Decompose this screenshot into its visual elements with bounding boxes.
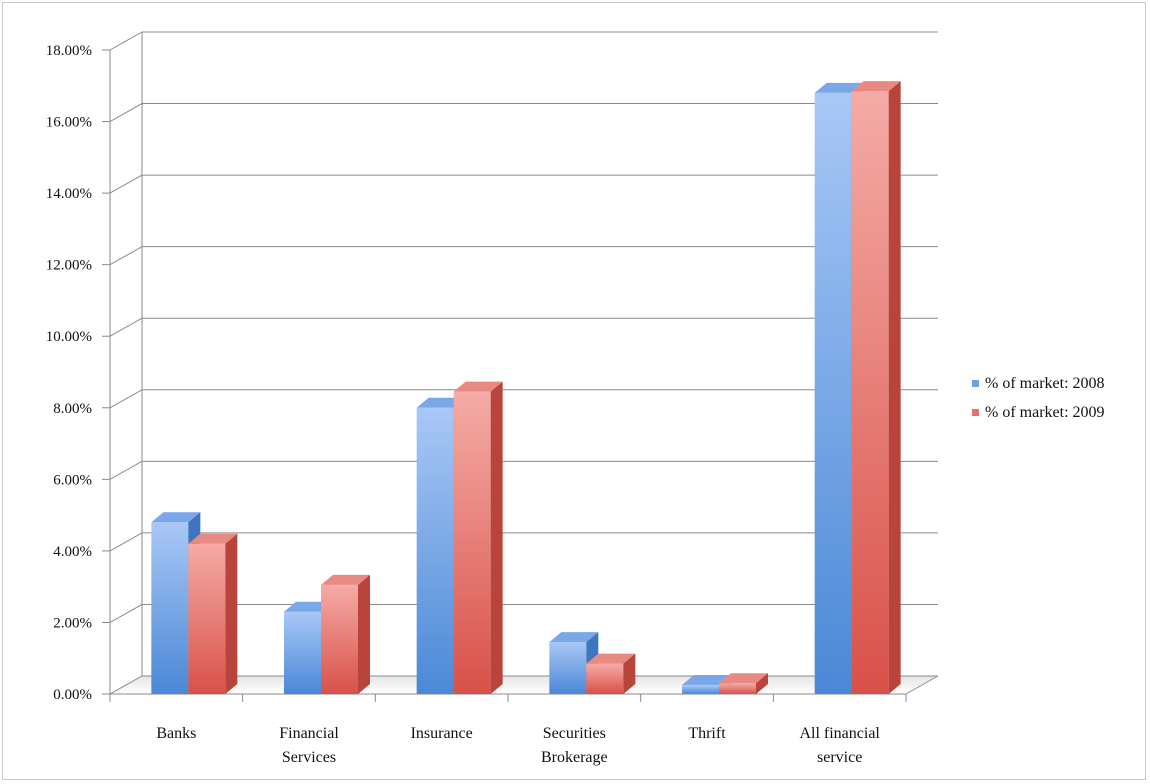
gridline-side (109, 174, 143, 194)
x-tick-label: Services (282, 749, 336, 766)
bar-front (151, 522, 189, 694)
y-tick-label: 0.00% (53, 687, 92, 703)
x-tick-label: Securities (543, 725, 606, 742)
bar-all-financial-service-2009 (851, 81, 901, 694)
bar-top (321, 574, 370, 585)
bar-securities-brokerage-2009 (586, 653, 636, 694)
bar-top (284, 601, 333, 612)
bar-banks-2009 (188, 533, 238, 694)
y-tick-label: 6.00% (53, 472, 92, 488)
bar-thrift-2009 (719, 673, 768, 694)
bar-top (586, 653, 636, 664)
bar-front (814, 92, 852, 694)
legend: % of market: 2008 % of market: 2009 (972, 375, 1105, 421)
bar-top (814, 82, 864, 93)
gridline-side (109, 460, 143, 480)
bars (151, 81, 901, 694)
y-tick-label: 14.00% (46, 186, 92, 202)
gridline-side (109, 532, 143, 552)
bar-financial-services-2009 (321, 574, 370, 694)
bar-side (358, 574, 370, 694)
bar-front (284, 611, 321, 694)
x-tick-label: Financial (279, 725, 339, 742)
x-tick-label: Insurance (411, 725, 473, 742)
bar-front (549, 642, 587, 694)
bar-front (321, 584, 358, 694)
bar-top (188, 533, 238, 544)
bar-side (756, 673, 768, 694)
y-tick-label: 18.00% (46, 43, 92, 59)
bar-front (682, 685, 719, 694)
y-tick-label: 8.00% (53, 401, 92, 417)
x-tick-label: All financial (799, 725, 880, 742)
bar-side (888, 81, 901, 694)
y-tick-label: 16.00% (46, 115, 92, 131)
bar-top (719, 673, 768, 684)
bar-top (682, 675, 731, 686)
x-tick-label: Banks (156, 725, 196, 742)
bar-securities-brokerage-2008 (549, 632, 599, 694)
bar-top (453, 381, 503, 392)
gridline-side (109, 389, 143, 409)
gridline-side (109, 246, 143, 266)
bar-side (490, 381, 503, 694)
floor-edge-right (905, 675, 939, 695)
legend-swatch (972, 409, 979, 416)
legend-swatch (972, 380, 979, 387)
y-tick-label: 12.00% (46, 258, 92, 274)
x-tick-label: service (817, 749, 862, 766)
gridline-side (109, 31, 143, 51)
bar-side (225, 533, 238, 694)
gridline-side (109, 317, 143, 337)
x-tick-label: Thrift (688, 725, 726, 742)
y-tick-label: 4.00% (53, 544, 92, 560)
gridline-side (109, 604, 143, 623)
bar-front (719, 683, 756, 694)
bar-front (188, 543, 226, 694)
bar-side (623, 653, 636, 694)
axis-labels: 0.00% 2.00% 4.00% 6.00% 8.00% 10.00% 12.00% 14.… (46, 43, 881, 766)
legend-label: % of market: 2009 (985, 404, 1105, 421)
bar-front (851, 91, 889, 694)
bar-front (586, 663, 624, 694)
y-tick-label: 2.00% (53, 615, 92, 631)
legend-label: % of market: 2008 (985, 375, 1105, 392)
bar-top (151, 512, 201, 523)
bar-top (549, 632, 599, 643)
bar-front (453, 391, 491, 694)
bar-top (851, 81, 901, 92)
y-tick-label: 10.00% (46, 329, 92, 345)
gridline-side (109, 675, 143, 695)
bar-insurance-2009 (453, 381, 503, 694)
bar-front (416, 407, 454, 694)
gridline-side (109, 103, 143, 122)
bar-top (416, 397, 466, 408)
x-tick-label: Brokerage (541, 749, 608, 766)
